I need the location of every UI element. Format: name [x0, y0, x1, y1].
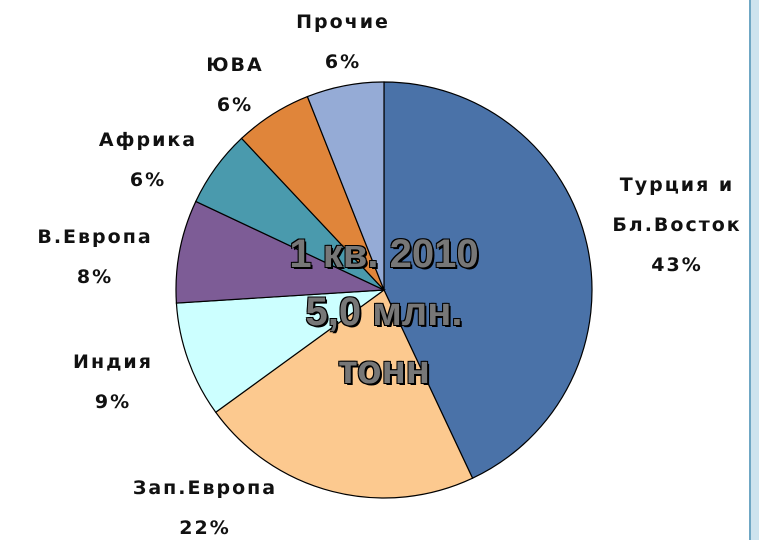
value-label: 6%	[129, 169, 167, 191]
slice-label: Индия 9%	[38, 342, 188, 422]
pie-slice	[383, 81, 593, 480]
pie-slice	[306, 81, 385, 291]
category-label: Индия	[73, 351, 153, 373]
side-strip	[749, 0, 759, 540]
slice-label: Прочие 6%	[268, 2, 418, 82]
slice-label: Африка 6%	[73, 120, 223, 200]
slice-label: В.Европа 8%	[20, 217, 170, 297]
center-label-line: тонн	[338, 348, 430, 392]
value-label: 9%	[94, 391, 132, 413]
value-label: 6%	[324, 51, 362, 73]
value-label: 43%	[651, 254, 703, 276]
pie-slice	[175, 200, 385, 304]
value-label: 22%	[179, 517, 231, 539]
pie-slice	[175, 289, 387, 414]
pie-slice	[214, 289, 474, 499]
category-label: В.Европа	[37, 226, 153, 248]
center-label-line: 5,0 млн.	[305, 290, 463, 334]
category-label: Африка	[98, 129, 198, 151]
center-label-line: 1 кв. 2010	[289, 232, 479, 276]
value-label: 6%	[216, 94, 254, 116]
center-label: 1 кв. 2010 5,0 млн. тонн	[289, 225, 478, 399]
category-label: Прочие	[296, 11, 390, 33]
category-label: Зап.Европа	[132, 477, 278, 499]
slice-label: Зап.Европа 22%	[95, 468, 315, 548]
slice-label: Турция и Бл.Восток 43%	[602, 165, 752, 285]
slice-label: ЮВА 6%	[160, 45, 310, 125]
value-label: 8%	[76, 266, 114, 288]
category-label: Турция и Бл.Восток	[612, 174, 742, 236]
category-label: ЮВА	[206, 54, 264, 76]
